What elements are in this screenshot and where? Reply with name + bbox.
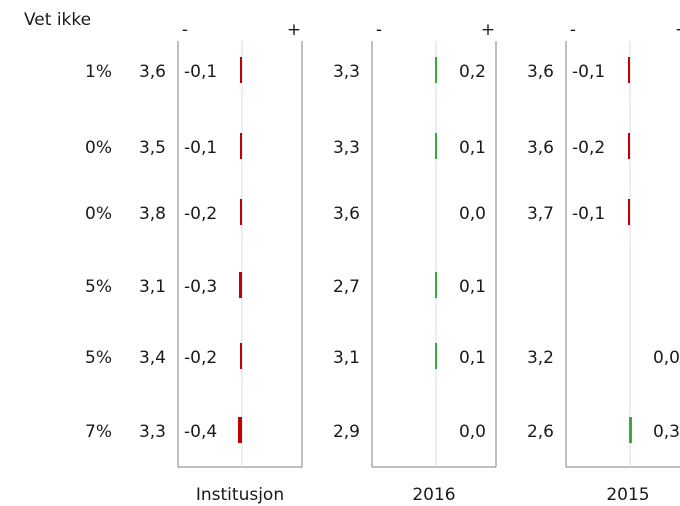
vet-ikke-value: 5% (85, 348, 112, 368)
positive-marker: + (287, 20, 301, 40)
delta-label: -0,4 (184, 422, 217, 442)
delta-label: -0,2 (572, 138, 605, 158)
vet-ikke-value: 0% (85, 138, 112, 158)
score-value: 3,7 (527, 204, 554, 224)
vet-ikke-value: 0% (85, 204, 112, 224)
score-value: 3,3 (333, 138, 360, 158)
panel-title: Institusjon (196, 485, 284, 505)
negative-marker: - (570, 20, 576, 40)
delta-bar-positive (629, 417, 632, 443)
score-value: 3,6 (527, 138, 554, 158)
negative-marker: - (182, 20, 188, 40)
delta-label: -0,1 (572, 204, 605, 224)
delta-bar-negative (628, 199, 630, 225)
delta-label: -0,1 (184, 138, 217, 158)
score-value: 3,2 (527, 348, 554, 368)
delta-label: 0,0 (459, 422, 486, 442)
vet-ikke-value: 5% (85, 277, 112, 297)
positive-marker: + (481, 20, 495, 40)
score-value: 2,9 (333, 422, 360, 442)
delta-label: 0,0 (653, 348, 680, 368)
panel-title: 2015 (606, 485, 649, 505)
score-value: 3,1 (139, 277, 166, 297)
delta-label: 0,1 (459, 138, 486, 158)
score-value: 3,4 (139, 348, 166, 368)
score-value: 3,8 (139, 204, 166, 224)
delta-label: 0,2 (459, 62, 486, 82)
delta-label: 0,1 (459, 348, 486, 368)
score-value: 2,7 (333, 277, 360, 297)
score-value: 2,6 (527, 422, 554, 442)
delta-label: -0,1 (184, 62, 217, 82)
delta-label: -0,3 (184, 277, 217, 297)
score-value: 3,3 (333, 62, 360, 82)
score-value: 3,1 (333, 348, 360, 368)
vet-ikke-header: Vet ikke (24, 10, 91, 30)
panel-title: 2016 (412, 485, 455, 505)
delta-bar-positive (435, 272, 437, 298)
delta-bar-negative (239, 272, 242, 298)
score-value: 3,6 (139, 62, 166, 82)
vet-ikke-value: 1% (85, 62, 112, 82)
negative-marker: - (376, 20, 382, 40)
delta-bar-negative (238, 417, 242, 443)
delta-bar-negative (240, 343, 242, 369)
score-value: 3,5 (139, 138, 166, 158)
vet-ikke-value: 7% (85, 422, 112, 442)
delta-label: -0,2 (184, 204, 217, 224)
delta-label: 0,0 (459, 204, 486, 224)
score-value: 3,6 (333, 204, 360, 224)
score-value: 3,6 (527, 62, 554, 82)
positive-marker: + (675, 20, 680, 40)
delta-bar-negative (240, 57, 242, 83)
delta-label: -0,2 (184, 348, 217, 368)
delta-bar-negative (240, 199, 242, 225)
delta-bar-negative (240, 133, 242, 159)
delta-bar-negative (628, 57, 630, 83)
delta-bar-positive (435, 57, 437, 83)
delta-label: 0,3 (653, 422, 680, 442)
delta-bar-negative (628, 133, 630, 159)
delta-label: 0,1 (459, 277, 486, 297)
delta-label: -0,1 (572, 62, 605, 82)
delta-bar-positive (435, 133, 437, 159)
delta-bar-positive (435, 343, 437, 369)
score-value: 3,3 (139, 422, 166, 442)
